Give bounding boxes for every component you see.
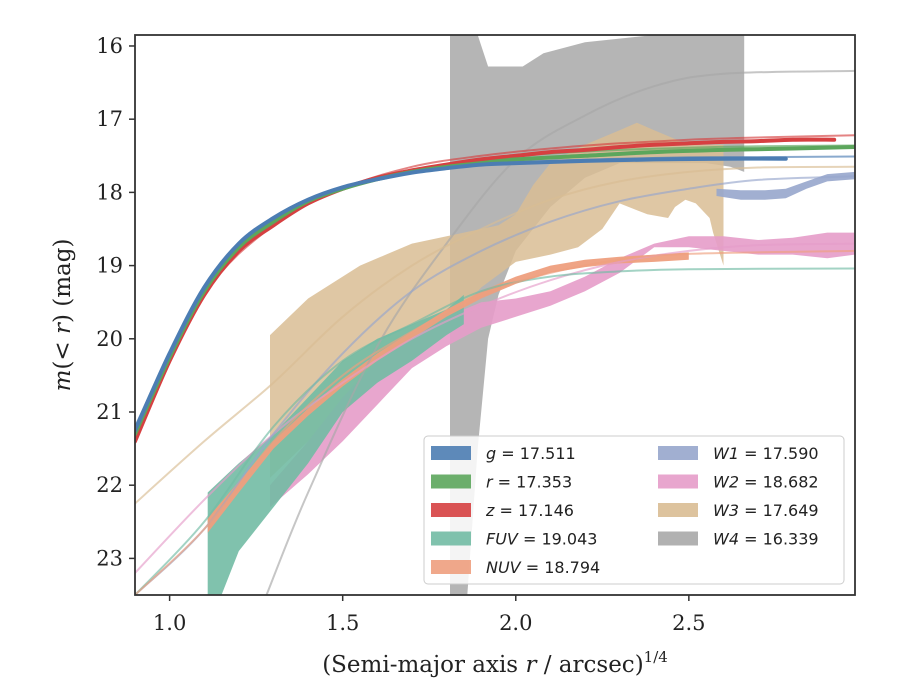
data-layer xyxy=(135,35,855,595)
legend-label-g: g = 17.511 xyxy=(486,444,576,463)
y-tick-label: 17 xyxy=(96,107,123,131)
legend-label-w1: W1 = 17.590 xyxy=(713,444,819,463)
legend-label-w3: W3 = 17.649 xyxy=(713,501,819,520)
legend: g = 17.511 r = 17.353 z = 17.146 FUV = 19.0… xyxy=(423,435,845,585)
w4-band xyxy=(450,35,745,595)
plot-frame xyxy=(134,34,856,596)
legend-swatch-nuv xyxy=(431,560,471,574)
y-tick-label: 21 xyxy=(96,400,123,424)
legend-swatch-r xyxy=(431,474,471,489)
legend-label-z: z = 17.146 xyxy=(485,501,574,520)
legend-label-r: r = 17.353 xyxy=(486,473,572,492)
axis-ticks: 1.0 1.5 2.0 2.5 16 17 18 19 20 21 22 23 xyxy=(96,34,705,635)
w4-model-curve xyxy=(265,69,855,595)
y-tick-label: 18 xyxy=(96,180,123,204)
legend-swatch-fuv xyxy=(431,531,471,546)
y-tick-label: 22 xyxy=(96,473,123,497)
x-tick-label: 2.0 xyxy=(499,611,532,635)
fuv-model-curve xyxy=(135,267,855,595)
legend-swatch-g xyxy=(431,446,471,460)
x-tick-label: 2.5 xyxy=(672,611,705,635)
z-profile-line xyxy=(135,137,837,444)
x-tick-label: 1.0 xyxy=(153,611,186,635)
x-tick-label: 1.5 xyxy=(326,611,359,635)
nuv-model-curve xyxy=(135,249,855,595)
w3-band xyxy=(270,122,724,478)
w3-model-curve xyxy=(135,165,855,505)
w1-band xyxy=(716,171,855,200)
w1-model-curve xyxy=(135,175,855,595)
x-axis-label: (Semi-major axis r / arcsec)1/4 xyxy=(322,648,668,678)
legend-label-w4: W4 = 16.339 xyxy=(713,530,819,549)
y-tick-label: 19 xyxy=(96,254,123,278)
legend-swatch-w4 xyxy=(658,531,698,546)
y-tick-label: 20 xyxy=(96,327,123,351)
legend-swatch-w1 xyxy=(658,446,698,460)
legend-swatch-w2 xyxy=(658,474,698,489)
y-axis-label: m(< r) (mag) xyxy=(50,239,76,392)
w2-model-curve xyxy=(135,242,855,574)
legend-box xyxy=(423,435,845,585)
legend-label-fuv: FUV = 19.043 xyxy=(486,530,597,549)
legend-label-nuv: NUV = 18.794 xyxy=(486,558,600,577)
y-tick-label: 23 xyxy=(96,546,123,570)
legend-swatch-w3 xyxy=(658,503,698,517)
g-profile-line xyxy=(135,156,788,433)
y-tick-label: 16 xyxy=(96,34,123,58)
legend-swatch-z xyxy=(431,503,471,517)
legend-label-w2: W2 = 18.682 xyxy=(713,473,819,492)
